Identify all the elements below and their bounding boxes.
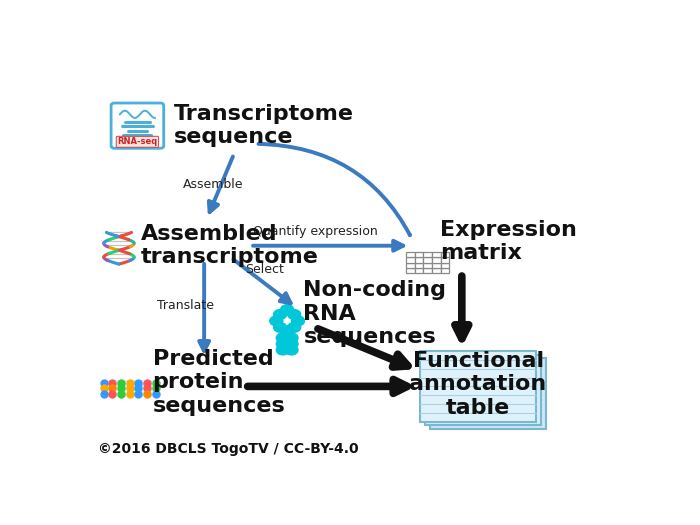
Bar [432, 268, 441, 273]
Text: Predicted
protein
sequences: Predicted protein sequences [153, 349, 286, 416]
Bar [424, 252, 432, 257]
Bar [432, 262, 441, 268]
Bar [414, 257, 424, 262]
Text: Non-coding
RNA
sequences: Non-coding RNA sequences [303, 280, 447, 347]
Circle shape [274, 310, 286, 319]
Circle shape [281, 326, 294, 335]
FancyBboxPatch shape [425, 355, 541, 425]
FancyBboxPatch shape [430, 358, 546, 429]
Bar [432, 257, 441, 262]
Bar [406, 262, 414, 268]
Circle shape [274, 322, 286, 332]
Bar [406, 257, 414, 262]
FancyBboxPatch shape [111, 103, 164, 148]
Bar [424, 262, 432, 268]
Bar [441, 262, 449, 268]
Text: Transcriptome
sequence: Transcriptome sequence [174, 104, 354, 147]
Circle shape [276, 333, 289, 343]
Bar [406, 252, 414, 257]
Text: RNA-seq: RNA-seq [118, 138, 158, 146]
Bar [424, 257, 432, 262]
Bar [414, 262, 424, 268]
Text: Select: Select [245, 262, 284, 276]
FancyArrowPatch shape [258, 144, 410, 235]
Bar [441, 252, 449, 257]
Text: Assembled
transcriptome: Assembled transcriptome [141, 224, 318, 267]
Bar [414, 268, 424, 273]
Circle shape [270, 316, 283, 326]
Circle shape [288, 322, 301, 332]
Text: Assemble: Assemble [183, 178, 243, 191]
Bar [441, 268, 449, 273]
Circle shape [288, 310, 301, 319]
Circle shape [291, 316, 304, 326]
Text: Translate: Translate [157, 299, 214, 312]
Circle shape [285, 345, 298, 355]
Bar [414, 252, 424, 257]
Circle shape [276, 345, 289, 355]
Bar [432, 252, 441, 257]
Text: Functional
annotation
table: Functional annotation table [410, 351, 547, 417]
Circle shape [276, 339, 289, 349]
Text: Quantify expression: Quantify expression [253, 225, 378, 238]
Bar [424, 268, 432, 273]
Circle shape [285, 333, 298, 343]
Circle shape [285, 339, 298, 349]
Text: ©2016 DBCLS TogoTV / CC-BY-4.0: ©2016 DBCLS TogoTV / CC-BY-4.0 [98, 442, 359, 456]
Circle shape [281, 304, 294, 314]
Bar [441, 257, 449, 262]
FancyBboxPatch shape [420, 351, 536, 422]
Text: Expression
matrix: Expression matrix [440, 220, 577, 263]
Bar [406, 268, 414, 273]
